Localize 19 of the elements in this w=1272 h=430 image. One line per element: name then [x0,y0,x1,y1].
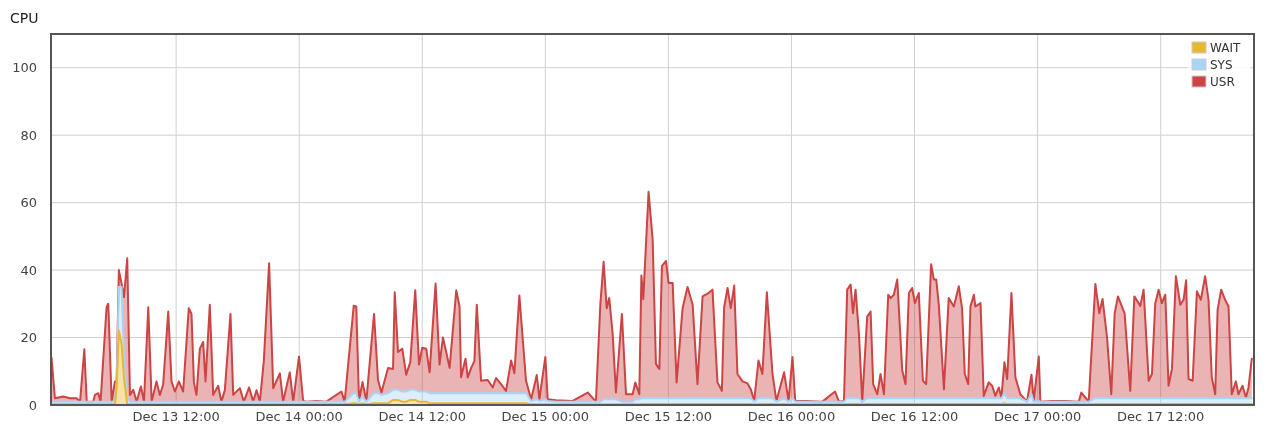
y-tick-label: 40 [20,262,37,278]
legend-label: WAIT [1210,41,1241,55]
y-tick-label: 20 [20,330,37,346]
x-tick-label: Dec 14 12:00 [378,409,466,424]
legend-label: SYS [1210,58,1233,72]
x-tick-label: Dec 16 12:00 [870,409,959,424]
y-tick-label: 100 [12,60,37,76]
y-tick-label: 60 [20,195,37,211]
legend-label: USR [1210,75,1235,89]
x-tick-label: Dec 14 00:00 [255,409,343,424]
x-tick-label: Dec 15 12:00 [624,409,713,424]
x-tick-label: Dec 15 00:00 [501,409,590,424]
y-tick-label: 0 [28,397,37,413]
x-tick-label: Dec 13 12:00 [132,409,220,424]
chart-title: CPU [10,10,39,26]
y-tick-label: 80 [20,127,37,143]
x-tick-label: Dec 16 00:00 [747,409,836,424]
x-tick-label: Dec 17 12:00 [1116,409,1205,424]
x-tick-label: Dec 17 00:00 [993,409,1082,424]
